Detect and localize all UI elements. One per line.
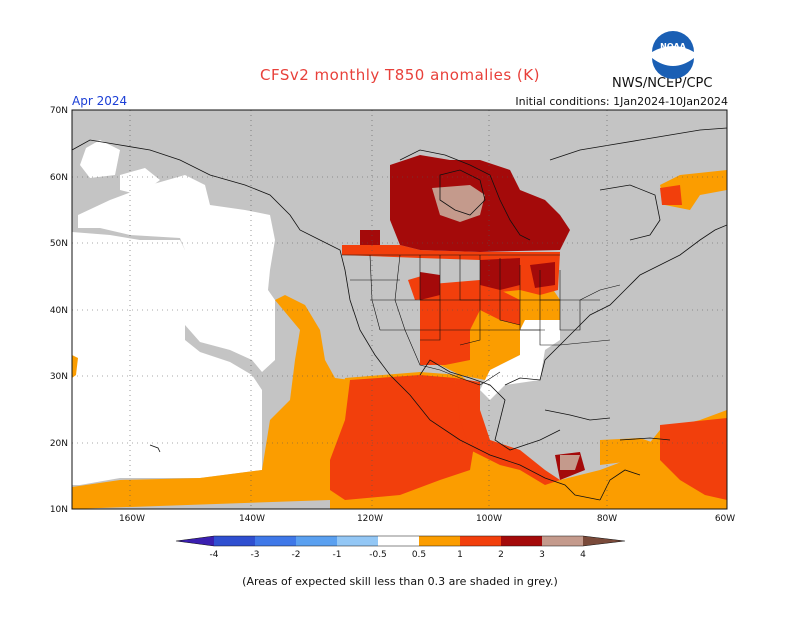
lon-label: 160W xyxy=(119,514,145,524)
colorbar-segment xyxy=(419,536,460,546)
colorbar: -4 -3 -2 -1 -0.5 0.5 1 2 3 4 xyxy=(175,535,626,560)
agency-label: NWS/NCEP/CPC xyxy=(612,76,713,91)
longitude-axis: 160W 140W 120W 100W 80W 60W xyxy=(119,514,735,524)
lat-label: 60N xyxy=(50,173,68,183)
lat-label: 30N xyxy=(50,372,68,382)
colorbar-arrow-right xyxy=(583,536,625,546)
colorbar-label: -3 xyxy=(251,550,260,560)
noaa-logo: NOAA xyxy=(652,31,694,79)
initial-conditions: Initial conditions: 1Jan2024-10Jan2024 xyxy=(515,95,728,108)
lon-label: 140W xyxy=(239,514,265,524)
colorbar-segment xyxy=(378,536,419,546)
map-fill xyxy=(72,110,727,509)
colorbar-label: -4 xyxy=(210,550,219,560)
colorbar-label: -0.5 xyxy=(369,550,387,560)
lon-label: 60W xyxy=(715,514,735,524)
lon-label: 120W xyxy=(357,514,383,524)
colorbar-segment xyxy=(214,536,255,546)
colorbar-segment xyxy=(460,536,501,546)
colorbar-label: 2 xyxy=(498,550,504,560)
lat-label: 50N xyxy=(50,239,68,249)
lat-label: 70N xyxy=(50,106,68,116)
colorbar-label: 3 xyxy=(539,550,545,560)
colorbar-label: 1 xyxy=(457,550,463,560)
colorbar-segment xyxy=(501,536,542,546)
noaa-logo-text: NOAA xyxy=(660,42,686,51)
colorbar-segment xyxy=(337,536,378,546)
lon-label: 100W xyxy=(476,514,502,524)
lat-label: 10N xyxy=(50,505,68,515)
lat-label: 40N xyxy=(50,306,68,316)
lon-label: 80W xyxy=(597,514,617,524)
colorbar-segment xyxy=(296,536,337,546)
colorbar-arrow-left xyxy=(176,536,214,546)
skill-footnote: (Areas of expected skill less than 0.3 a… xyxy=(242,575,558,588)
map-frame xyxy=(71,109,728,510)
latitude-axis: 70N 60N 50N 40N 30N 20N 10N xyxy=(50,106,68,515)
forecast-month: Apr 2024 xyxy=(72,94,128,108)
colorbar-label: -1 xyxy=(333,550,342,560)
colorbar-label: 4 xyxy=(580,550,586,560)
map-title: CFSv2 monthly T850 anomalies (K) xyxy=(260,66,540,84)
colorbar-segment xyxy=(255,536,296,546)
colorbar-label: -2 xyxy=(292,550,301,560)
colorbar-label: 0.5 xyxy=(412,550,426,560)
lat-label: 20N xyxy=(50,439,68,449)
colorbar-segment xyxy=(542,536,583,546)
